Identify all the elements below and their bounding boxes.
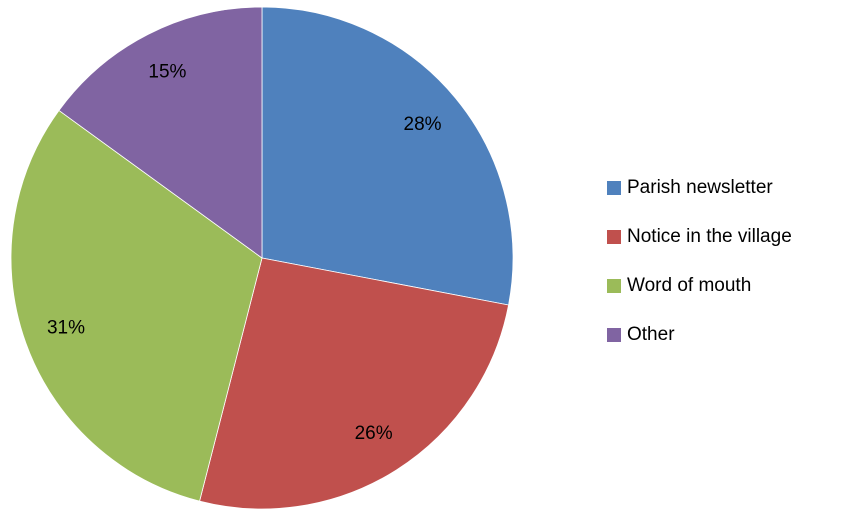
legend-label: Word of mouth — [627, 275, 751, 296]
pie-slice — [199, 257, 510, 510]
legend-label: Other — [627, 324, 675, 345]
legend-swatch — [607, 181, 621, 195]
data-label: 31% — [47, 318, 85, 339]
legend-swatch — [607, 328, 621, 342]
legend-swatch — [607, 230, 621, 244]
data-label: 26% — [355, 423, 393, 444]
pie-slice — [58, 6, 263, 259]
pie-slice — [261, 6, 514, 306]
legend-label: Parish newsletter — [627, 177, 773, 198]
legend-label: Notice in the village — [627, 226, 792, 247]
pie-slice — [10, 109, 263, 502]
data-label: 15% — [148, 61, 186, 82]
data-label: 28% — [404, 114, 442, 135]
legend-swatch — [607, 279, 621, 293]
